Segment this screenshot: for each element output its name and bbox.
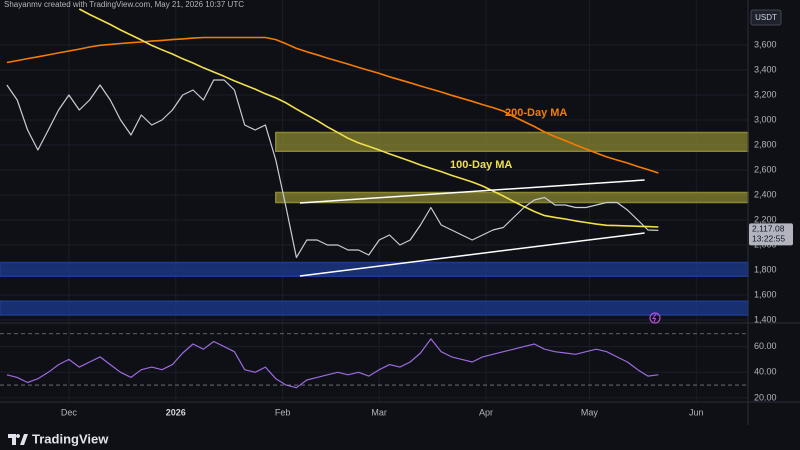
moving-average-line bbox=[78, 8, 659, 228]
price-label: 2,117.08 bbox=[752, 224, 785, 234]
x-tick-label: May bbox=[581, 407, 599, 417]
y-tick-label: 1,800 bbox=[754, 264, 777, 274]
logo-mark bbox=[8, 434, 28, 445]
x-tick-label: Jun bbox=[689, 407, 704, 417]
credit-text: Shayanmv created with TradingView.com, M… bbox=[4, 0, 244, 9]
moving-average-line bbox=[6, 36, 659, 174]
rsi-tick-label: 20.00 bbox=[754, 392, 777, 402]
y-tick-label: 2,600 bbox=[754, 164, 777, 174]
plot-layer: 200-Day MA 100-Day MA bbox=[0, 8, 749, 389]
price-line bbox=[6, 79, 659, 259]
x-tick-label: Apr bbox=[479, 407, 493, 417]
zone bbox=[0, 261, 749, 277]
trendline bbox=[299, 232, 645, 277]
alert-bolt bbox=[652, 313, 657, 323]
y-tick-label: 2,800 bbox=[754, 139, 777, 149]
trendline bbox=[299, 179, 645, 204]
zone bbox=[0, 300, 749, 316]
y-tick-label: 3,400 bbox=[754, 64, 777, 74]
logo-text: TradingView bbox=[32, 431, 109, 446]
ma-label: 100-Day MA bbox=[450, 159, 512, 171]
x-tick-label: Feb bbox=[275, 407, 291, 417]
currency-box bbox=[750, 9, 782, 26]
y-tick-label: 3,200 bbox=[754, 89, 777, 99]
x-tick-label: 2026 bbox=[166, 407, 186, 417]
rsi-tick-label: 40.00 bbox=[754, 367, 777, 377]
countdown-label: 13:22:55 bbox=[752, 234, 785, 244]
y-tick-label: 2,200 bbox=[754, 214, 777, 224]
footer-logo: TradingView bbox=[8, 431, 109, 446]
y-tick-label: 3,600 bbox=[754, 39, 777, 49]
y-tick-label: 1,600 bbox=[754, 289, 777, 299]
axis-layer: 1,4001,6001,8002,0002,2002,4002,6002,800… bbox=[61, 39, 793, 417]
y-tick-label: 1,400 bbox=[754, 314, 777, 324]
ma-label: 200-Day MA bbox=[505, 107, 567, 119]
zone bbox=[275, 131, 749, 152]
alert-icon bbox=[649, 312, 661, 324]
rsi-line bbox=[6, 338, 659, 389]
y-tick-label: 2,400 bbox=[754, 189, 777, 199]
y-tick-label: 3,000 bbox=[754, 114, 777, 124]
alert-circle bbox=[649, 312, 661, 324]
rsi-tick-label: 60.00 bbox=[754, 341, 777, 351]
x-tick-label: Dec bbox=[61, 407, 78, 417]
price-label-box bbox=[749, 223, 793, 246]
x-tick-label: Mar bbox=[371, 407, 387, 417]
currency-label: USDT bbox=[755, 13, 777, 22]
